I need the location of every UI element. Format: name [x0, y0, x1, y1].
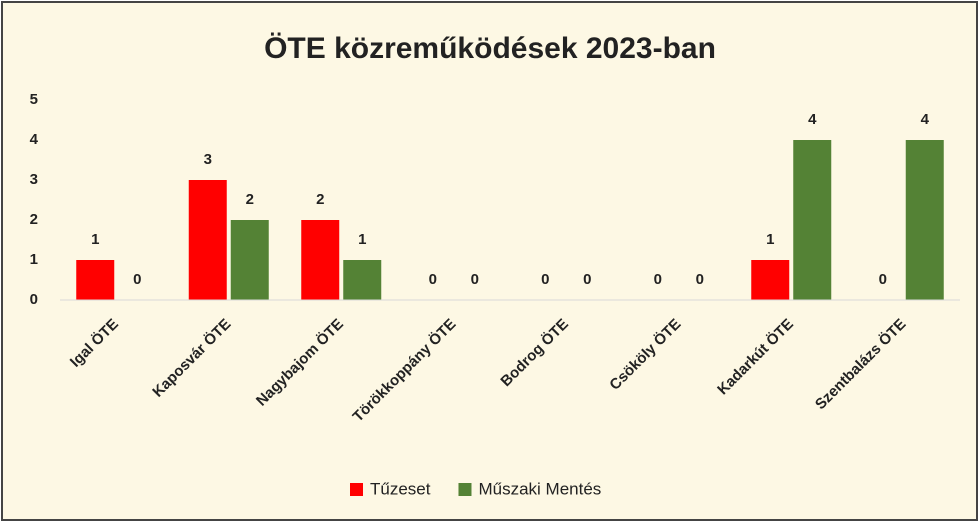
- data-label: 1: [358, 231, 366, 248]
- data-label: 2: [246, 191, 254, 208]
- y-tick-label: 5: [30, 91, 38, 108]
- y-tick-label: 2: [30, 211, 38, 228]
- bar: [343, 260, 382, 300]
- y-tick-label: 1: [30, 251, 38, 268]
- bar: [188, 180, 227, 300]
- data-label: 0: [879, 271, 887, 288]
- data-label: 0: [583, 271, 591, 288]
- data-label: 2: [316, 191, 324, 208]
- chart-title: ÖTE közreműködések 2023-ban: [264, 32, 716, 65]
- data-label: 4: [921, 111, 930, 128]
- bar: [751, 260, 790, 300]
- data-label: 4: [808, 111, 817, 128]
- y-tick-label: 4: [30, 131, 39, 148]
- legend-label: Tűzeset: [370, 479, 431, 498]
- bar: [301, 220, 340, 300]
- legend-label: Műszaki Mentés: [478, 479, 601, 498]
- data-label: 0: [654, 271, 662, 288]
- data-label: 0: [429, 271, 437, 288]
- legend-swatch: [458, 483, 472, 496]
- data-label: 0: [133, 271, 141, 288]
- y-tick-label: 3: [30, 171, 38, 188]
- legend-swatch: [350, 483, 363, 496]
- data-label: 0: [696, 271, 704, 288]
- data-label: 0: [541, 271, 549, 288]
- y-tick-label: 0: [30, 291, 38, 308]
- data-label: 0: [471, 271, 479, 288]
- bar: [905, 140, 944, 300]
- bar: [230, 220, 269, 300]
- data-label: 1: [91, 231, 99, 248]
- bar: [76, 260, 115, 300]
- data-label: 3: [204, 151, 212, 168]
- data-label: 1: [766, 231, 774, 248]
- bar: [793, 140, 832, 300]
